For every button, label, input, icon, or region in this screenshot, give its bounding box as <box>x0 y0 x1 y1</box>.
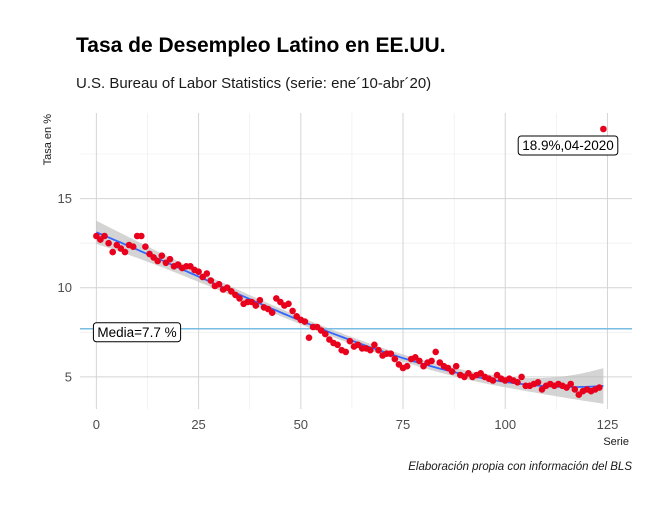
y-axis-ticks: 5 10 15 <box>58 191 72 384</box>
data-point <box>121 248 129 256</box>
data-point <box>403 362 411 370</box>
data-point <box>289 307 296 315</box>
data-point <box>105 239 112 247</box>
data-point <box>391 355 399 363</box>
data-point <box>207 277 215 284</box>
x-tick-label: 100 <box>494 417 516 432</box>
data-point <box>489 377 497 384</box>
mean-label-text: Media=7.7 % <box>97 325 176 340</box>
mean-label: Media=7.7 % <box>92 322 182 343</box>
mean-label-box <box>92 322 182 343</box>
data-point <box>534 379 542 386</box>
data-point <box>236 295 243 302</box>
data-point <box>285 300 292 308</box>
x-tick-label: 75 <box>396 417 410 432</box>
data-point <box>387 350 395 358</box>
data-point <box>109 248 116 256</box>
data-point <box>367 346 374 354</box>
data-point <box>346 337 354 345</box>
chart-title: Tasa de Desempleo Latino en EE.UU. <box>76 34 446 57</box>
data-point <box>571 386 579 393</box>
data-point <box>452 362 460 370</box>
data-point <box>256 296 264 304</box>
confidence-band <box>96 220 604 404</box>
x-tick-label: 0 <box>93 417 100 432</box>
y-axis-label: Tasa en % <box>42 114 54 166</box>
data-point <box>129 243 137 250</box>
x-axis-ticks: 0 25 50 75 100 125 <box>93 417 619 432</box>
data-point <box>428 357 435 365</box>
chart-subtitle: U.S. Bureau of Labor Statistics (serie: … <box>76 75 432 92</box>
data-point <box>203 270 211 277</box>
data-point <box>596 384 603 391</box>
data-point <box>305 334 313 342</box>
data-point <box>334 341 341 349</box>
x-axis-label: Serie <box>603 436 629 448</box>
data-points <box>93 125 607 399</box>
major-grid <box>80 113 632 409</box>
data-point <box>215 280 223 288</box>
max-annotation-box <box>517 135 619 156</box>
x-tick-label: 50 <box>294 417 308 432</box>
data-point <box>138 232 145 240</box>
max-annotation-text: 18.9%,04-2020 <box>522 138 614 153</box>
data-point <box>375 346 382 354</box>
data-point <box>432 348 440 356</box>
y-tick-label: 15 <box>58 191 72 206</box>
y-tick-label: 5 <box>65 369 72 384</box>
data-point <box>154 257 161 265</box>
data-point <box>371 341 378 349</box>
data-point <box>600 125 607 133</box>
data-point <box>158 252 166 259</box>
data-point <box>252 302 260 309</box>
data-point <box>514 379 521 386</box>
x-tick-label: 25 <box>191 417 205 432</box>
data-point <box>322 330 329 338</box>
max-annotation: 18.9%,04-2020 <box>517 135 619 156</box>
data-point <box>301 318 309 325</box>
data-point <box>567 380 574 388</box>
data-point <box>268 309 276 317</box>
data-point <box>195 268 202 276</box>
chart-caption: Elaboración propia con información del B… <box>408 461 632 473</box>
y-tick-label: 10 <box>58 280 72 295</box>
data-point <box>518 373 525 381</box>
data-point <box>142 243 149 250</box>
data-point <box>166 255 174 263</box>
data-point <box>342 348 350 356</box>
smooth-trend-line <box>96 231 604 388</box>
data-point <box>448 368 456 375</box>
data-point <box>101 232 108 240</box>
x-tick-label: 125 <box>597 417 619 432</box>
data-point <box>416 357 423 365</box>
